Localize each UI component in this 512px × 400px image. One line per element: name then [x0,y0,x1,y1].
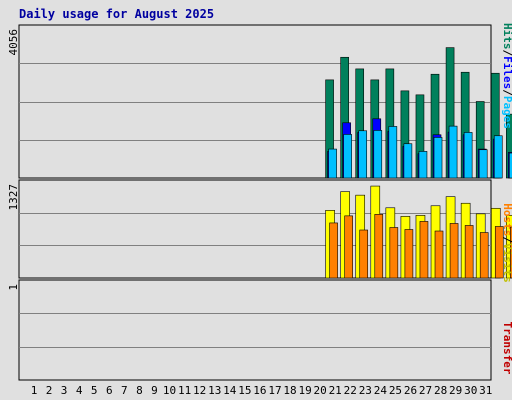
x-tick-label: 24 [374,384,388,397]
legend-hits-files-pages-part: Pages [501,96,512,129]
chart-title: Daily usage for August 2025 [19,7,215,21]
hosts-bar [374,214,384,279]
pages-bar [493,135,503,179]
x-tick-label: 25 [389,384,402,397]
hosts-bar [359,229,369,279]
legend-hits-files-pages-part: / [501,50,512,57]
hosts-bar [510,226,512,279]
x-tick-label: 15 [238,384,251,397]
x-tick-label: 12 [193,384,206,397]
pages-bar [403,143,413,179]
pages-bar [418,151,428,179]
x-tick-label: 21 [329,384,342,397]
x-tick-label: 26 [404,384,417,397]
pages-bar [373,130,383,179]
x-tick-label: 1 [31,384,38,397]
x-tick-label: 5 [91,384,98,397]
hosts-bar [464,225,474,279]
pages-bar [448,125,458,179]
y-tick-label: 4056 [7,29,20,56]
hosts-bar [494,226,504,279]
legend-hits-files-pages-part: / [501,89,512,96]
pages-bar [388,126,398,179]
pages-bar [478,149,488,179]
x-tick-label: 11 [178,384,191,397]
x-tick-label: 17 [268,384,281,397]
x-tick-label: 28 [434,384,447,397]
x-tick-label: 19 [298,384,311,397]
legend-hosts-visits-part: Visits [501,243,512,283]
hosts-bar [419,221,429,279]
x-tick-labels: 1 2 3 4 5 6 7 8 9 10 11 12 13 14 15 16 17 18 19 20 21 22 23 24 2… [31,384,493,397]
y-tick-labels: 4056 1327 1 [7,29,20,291]
x-tick-label: 23 [359,384,372,397]
x-tick-label: 2 [46,384,53,397]
x-tick-label: 6 [106,384,113,397]
x-tick-label: 30 [464,384,477,397]
hosts-bar [404,229,414,279]
legend-transfer-part: Transfer [501,322,512,375]
hosts-bar [434,230,444,279]
legend-hosts-visits-part: / [501,236,512,243]
y-tick-label: 1327 [7,184,20,211]
legend-hits-files-pages-part: Hits [501,23,512,50]
panel-frame-3 [18,279,492,381]
legend-hosts-visits: Hosts/Visits [501,203,512,283]
legend-hits-files-pages: Hits/Files/Pages [501,23,512,129]
x-tick-label: 9 [151,384,158,397]
x-tick-label: 16 [253,384,266,397]
pages-bar [328,148,337,179]
bar-layer [325,47,512,279]
x-tick-label: 27 [419,384,432,397]
pages-bar [433,137,443,179]
hosts-bar [479,232,489,279]
x-tick-label: 3 [61,384,68,397]
legend-hosts-visits-part: Hosts [501,203,512,236]
x-tick-label: 10 [163,384,176,397]
x-tick-label: 13 [208,384,221,397]
pages-bar [509,152,512,179]
x-tick-label: 20 [314,384,327,397]
hosts-bar [329,222,338,279]
pages-bar [463,132,473,179]
x-tick-label: 4 [76,384,83,397]
x-tick-label: 29 [449,384,462,397]
hosts-bar [344,215,353,279]
legend-transfer: Transfer [501,322,512,375]
x-tick-label: 31 [479,384,492,397]
pages-bar [358,130,368,179]
x-tick-label: 22 [344,384,357,397]
x-tick-label: 14 [223,384,237,397]
y-tick-label: 1 [7,284,20,291]
panel-frames [18,24,492,381]
x-tick-label: 18 [283,384,296,397]
pages-bar [343,134,352,179]
legend-hits-files-pages-part: Files [501,56,512,89]
x-tick-label: 8 [136,384,143,397]
x-tick-label: 7 [121,384,128,397]
hosts-bar [449,223,459,279]
hosts-bar [389,227,399,279]
